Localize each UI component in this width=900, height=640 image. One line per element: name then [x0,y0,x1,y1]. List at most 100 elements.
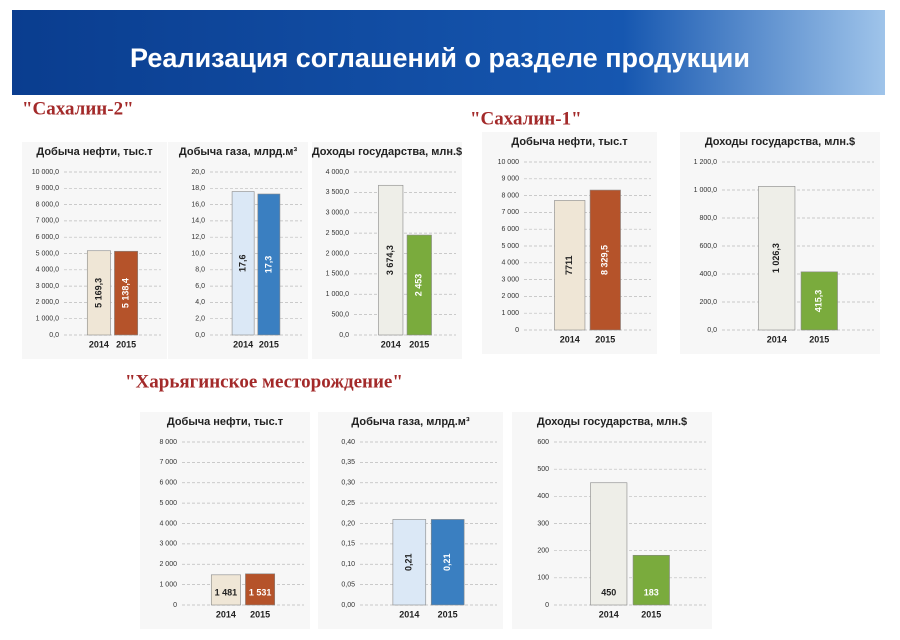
y-tick-label: 2 000 [159,561,177,568]
y-tick-label: 0,10 [341,561,355,568]
chart-title: Доходы государства, млн.$ [312,146,462,158]
y-tick-label: 300 [537,520,549,527]
y-tick-label: 6 000 [159,480,177,487]
value-label: 415,3 [814,290,824,313]
x-tick-label: 2014 [767,334,787,344]
bar [589,189,621,331]
value-label: 0,21 [442,553,452,571]
y-tick-label: 14,0 [191,218,205,225]
x-tick-label: 2014 [89,339,109,349]
y-tick-label: 0,40 [341,439,355,446]
bar [632,554,670,606]
value-label: 3 674,3 [385,245,395,275]
y-tick-label: 0,20 [341,520,355,527]
x-tick-label: 2015 [250,609,270,619]
y-tick-label: 18,0 [191,185,205,192]
bar [114,250,139,336]
x-tick-label: 2015 [116,339,136,349]
x-tick-label: 2015 [641,609,661,619]
value-label: 0,21 [404,553,414,571]
y-tick-label: 800,0 [699,215,717,222]
bar [800,271,838,331]
y-tick-label: 0,0 [707,327,717,334]
y-tick-label: 8 000 [501,192,519,199]
y-tick-label: 3 500,0 [326,189,349,196]
chart-title: Добыча газа, млрд.м³ [179,146,298,158]
value-label: 1 531 [249,587,272,597]
y-tick-label: 5 000,0 [36,250,59,257]
y-tick-label: 0,0 [195,332,205,339]
bar [86,250,111,336]
y-tick-label: 4 000 [159,520,177,527]
y-tick-label: 0,25 [341,500,355,507]
y-tick-label: 500 [537,466,549,473]
y-tick-label: 600,0 [699,243,717,250]
bar [378,184,404,336]
y-tick-label: 5 000 [159,500,177,507]
y-tick-label: 4 000,0 [326,169,349,176]
x-tick-label: 2015 [809,334,829,344]
chart-title: Доходы государства, млн.$ [537,416,687,428]
y-tick-label: 200,0 [699,299,717,306]
y-tick-label: 1 500,0 [326,271,349,278]
chart-title: Добыча нефти, тыс.т [167,416,284,428]
y-tick-label: 0,15 [341,541,355,548]
y-tick-label: 9 000,0 [36,185,59,192]
y-tick-label: 4 000,0 [36,267,59,274]
y-tick-label: 2 500,0 [326,230,349,237]
y-tick-label: 1 200,0 [694,159,717,166]
y-tick-label: 6 000 [501,226,519,233]
chart-title: Добыча нефти, тыс.т [36,146,153,158]
value-label: 183 [644,587,659,597]
y-tick-label: 2 000,0 [36,299,59,306]
bar [430,519,465,606]
y-tick-label: 0,00 [341,602,355,609]
value-label: 7711 [564,255,574,275]
bar [245,573,276,606]
y-tick-label: 3 000,0 [326,210,349,217]
section-title: "Харьягинское месторождение" [125,371,403,392]
y-tick-label: 0 [173,602,177,609]
y-tick-label: 6 000,0 [36,234,59,241]
y-tick-label: 10,0 [191,250,205,257]
value-label: 1 481 [215,587,238,597]
y-tick-label: 0,0 [339,332,349,339]
value-label: 17,6 [237,255,247,273]
y-tick-label: 1 000,0 [694,187,717,194]
y-tick-label: 0,05 [341,581,355,588]
y-tick-label: 100 [537,575,549,582]
y-tick-label: 9 000 [501,176,519,183]
x-tick-label: 2014 [216,609,236,619]
y-tick-label: 1 000,0 [36,316,59,323]
y-tick-label: 1 000,0 [326,291,349,298]
header-banner [12,10,885,95]
bar [406,234,432,336]
y-tick-label: 5 000 [501,243,519,250]
y-tick-label: 4,0 [195,299,205,306]
y-tick-label: 0,30 [341,480,355,487]
chart-title: Доходы государства, млн.$ [705,136,855,148]
y-tick-label: 20,0 [191,169,205,176]
y-tick-label: 7 000 [159,459,177,466]
chart-title: Добыча газа, млрд.м³ [351,416,470,428]
value-label: 5 169,3 [93,278,103,308]
x-tick-label: 2015 [438,609,458,619]
y-tick-label: 0,0 [49,332,59,339]
section-title: "Сахалин-2" [22,98,134,119]
bar [257,193,281,336]
bar [590,482,628,606]
y-tick-label: 0 [545,602,549,609]
x-tick-label: 2015 [409,339,429,349]
x-tick-label: 2014 [399,609,419,619]
value-label: 1 026,3 [771,243,781,273]
value-label: 5 138,4 [120,278,130,308]
bar [554,200,586,331]
x-tick-label: 2014 [233,339,253,349]
chart-title: Добыча нефти, тыс.т [511,136,628,148]
value-label: 450 [601,587,616,597]
x-tick-label: 2014 [381,339,401,349]
y-tick-label: 8,0 [195,267,205,274]
y-tick-label: 500,0 [331,311,349,318]
value-label: 17,3 [263,256,273,274]
header-title: Реализация соглашений о разделе продукци… [130,43,750,73]
